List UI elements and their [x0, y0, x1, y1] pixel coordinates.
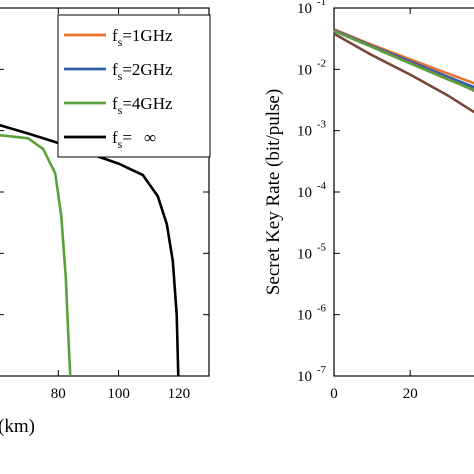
- series-line: [0, 123, 180, 377]
- y-tick-base: 10: [297, 124, 312, 140]
- legend-label: fs=4GHz: [112, 94, 173, 117]
- y-tick-base: 10: [297, 369, 312, 385]
- legend-label: fs=1GHz: [112, 26, 173, 49]
- y-tick-label: -1: [317, 0, 326, 8]
- legend-entries: fs=1GHz fs=2GHz fs=4GHz fs= ∞: [64, 26, 173, 151]
- right-y-tick-labels: -1 10 -2 10 -3 10 -4 10 -5 10 -6 10 -7 10: [297, 0, 326, 385]
- x-tick-label: 20: [403, 386, 418, 402]
- left-series-lines: [0, 123, 180, 377]
- left-x-axis-label: (km): [0, 416, 35, 437]
- x-tick-label: 0: [330, 386, 338, 402]
- series-line: [0, 133, 72, 377]
- y-tick-label: -4: [317, 180, 327, 192]
- y-tick-label: -2: [317, 57, 326, 69]
- y-tick-base: 10: [297, 62, 312, 78]
- y-tick-base: 10: [297, 308, 312, 324]
- y-tick-label: -3: [317, 119, 327, 131]
- left-chart-panel: 80 100 120 (km) fs=1GHz fs=2GHz fs=4GHz fs= ∞: [0, 7, 211, 437]
- right-plot-frame: [333, 7, 474, 377]
- x-tick-label: 120: [168, 386, 191, 402]
- legend: fs=1GHz fs=2GHz fs=4GHz fs= ∞: [57, 14, 211, 158]
- x-tick-label: 100: [107, 386, 130, 402]
- y-tick-base: 10: [297, 246, 312, 262]
- left-x-tick-labels: 80 100 120: [51, 386, 190, 402]
- x-tick-label: 80: [51, 386, 66, 402]
- y-tick-label: -6: [317, 303, 327, 315]
- legend-label: fs=2GHz: [112, 60, 173, 83]
- y-tick-label: -7: [317, 364, 327, 376]
- right-axis-ticks: [333, 7, 411, 377]
- legend-label: fs= ∞: [112, 128, 156, 151]
- right-x-tick-labels: 0204: [330, 386, 418, 402]
- legend-box: [57, 14, 211, 158]
- right-chart-panel: 0204 -110-210-310-410-510-610-710 Secret…: [263, 0, 474, 402]
- y-tick-base: 10: [297, 185, 312, 201]
- right-y-axis-label: Secret Key Rate (bit/pulse): [263, 89, 284, 295]
- series-line: [333, 29, 474, 92]
- y-tick-base: 10: [297, 1, 312, 17]
- series-line: [333, 32, 474, 114]
- y-tick-label: -5: [317, 241, 327, 253]
- right-series-lines: [333, 28, 474, 114]
